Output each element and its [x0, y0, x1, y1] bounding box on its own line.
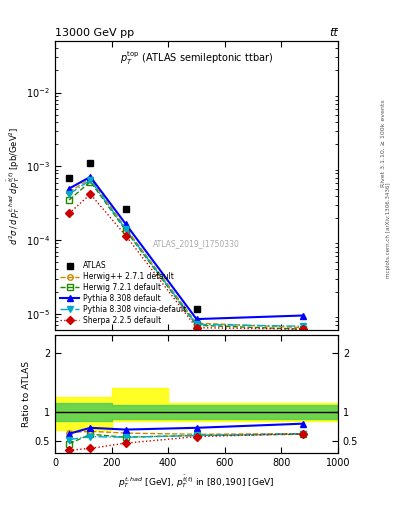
X-axis label: $p_T^{t,had}$ [GeV], $p_T^{\bar{t}(t)}$ in [80,190] [GeV]: $p_T^{t,had}$ [GeV], $p_T^{\bar{t}(t)}$ …: [118, 474, 275, 490]
Text: $p_T^{\rm top}$ (ATLAS semileptonic ttbar): $p_T^{\rm top}$ (ATLAS semileptonic ttba…: [120, 50, 273, 68]
Text: tt̅: tt̅: [329, 28, 338, 38]
Text: mcplots.cern.ch [arXiv:1306.3436]: mcplots.cern.ch [arXiv:1306.3436]: [386, 183, 391, 278]
Text: 13000 GeV pp: 13000 GeV pp: [55, 28, 134, 38]
Text: Rivet 3.1.10, ≥ 100k events: Rivet 3.1.10, ≥ 100k events: [381, 99, 386, 187]
Text: ATLAS_2019_I1750330: ATLAS_2019_I1750330: [153, 239, 240, 248]
Legend: ATLAS, Herwig++ 2.7.1 default, Herwig 7.2.1 default, Pythia 8.308 default, Pythi: ATLAS, Herwig++ 2.7.1 default, Herwig 7.…: [59, 260, 187, 327]
Y-axis label: $d^2\sigma\,/\,d\,p_T^{t,had}\,d\,p_T^{\bar{t}(t)}$ [pb/GeV$^2$]: $d^2\sigma\,/\,d\,p_T^{t,had}\,d\,p_T^{\…: [5, 126, 22, 245]
Y-axis label: Ratio to ATLAS: Ratio to ATLAS: [22, 361, 31, 427]
